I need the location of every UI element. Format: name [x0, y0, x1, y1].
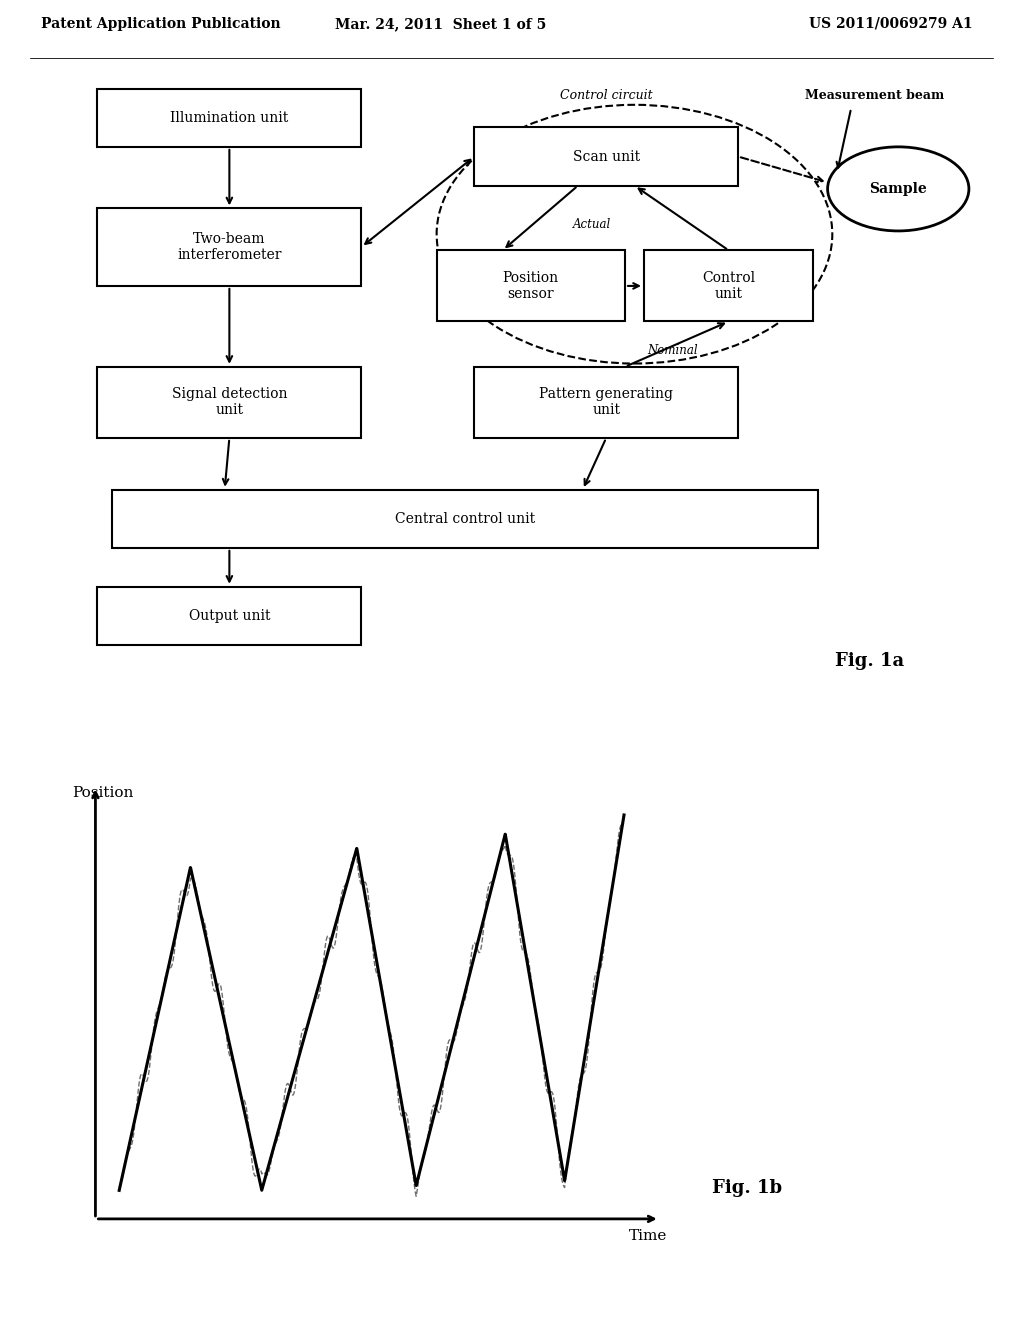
Bar	[97, 586, 361, 645]
Bar	[436, 251, 625, 322]
Bar	[474, 367, 738, 438]
Text: Central control unit: Central control unit	[395, 512, 535, 525]
Bar	[474, 128, 738, 186]
Text: Patent Application Publication: Patent Application Publication	[41, 17, 281, 30]
Text: Signal detection
unit: Signal detection unit	[172, 387, 287, 417]
Bar	[97, 88, 361, 147]
Text: US 2011/0069279 A1: US 2011/0069279 A1	[809, 17, 973, 30]
Text: Control
unit: Control unit	[702, 271, 756, 301]
Text: Mar. 24, 2011  Sheet 1 of 5: Mar. 24, 2011 Sheet 1 of 5	[335, 17, 546, 30]
Text: Control circuit: Control circuit	[560, 88, 652, 102]
Text: Pattern generating
unit: Pattern generating unit	[540, 387, 673, 417]
Text: Measurement beam: Measurement beam	[805, 88, 944, 102]
Bar	[97, 367, 361, 438]
Text: Position: Position	[72, 787, 133, 800]
Text: Actual: Actual	[573, 218, 611, 231]
Text: Nominal: Nominal	[647, 345, 697, 358]
Text: Time: Time	[629, 1229, 667, 1242]
Text: Output unit: Output unit	[188, 609, 270, 623]
Text: Position
sensor: Position sensor	[503, 271, 559, 301]
Text: Fig. 1a: Fig. 1a	[836, 652, 904, 671]
Text: Fig. 1b: Fig. 1b	[713, 1179, 782, 1197]
Text: Two-beam
interferometer: Two-beam interferometer	[177, 232, 282, 263]
Text: Illumination unit: Illumination unit	[170, 111, 289, 125]
Text: Sample: Sample	[869, 182, 927, 195]
Text: Scan unit: Scan unit	[572, 149, 640, 164]
Ellipse shape	[827, 147, 969, 231]
Bar	[644, 251, 813, 322]
Bar	[112, 490, 818, 548]
Bar	[97, 209, 361, 286]
